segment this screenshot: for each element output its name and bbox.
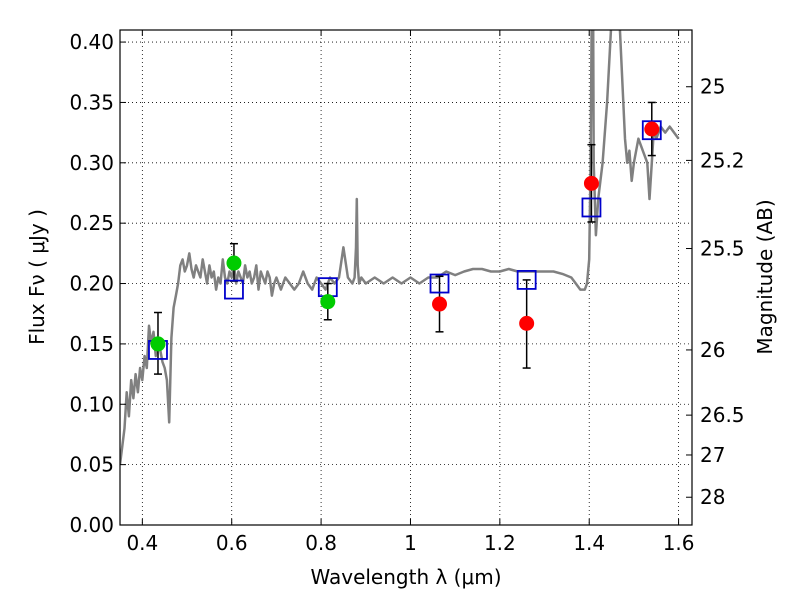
x-tick-label: 1 <box>404 531 417 555</box>
right-tick-label: 26 <box>700 338 725 362</box>
x-tick-label: 0.4 <box>126 531 158 555</box>
observed-red-point <box>583 175 599 191</box>
model-photometry-square <box>429 273 450 294</box>
x-tick-label: 0.8 <box>305 531 337 555</box>
observed-green-point <box>226 255 242 271</box>
model-photometry-square <box>224 279 244 300</box>
x-tick-label: 0.6 <box>216 531 248 555</box>
model-photometry-square <box>516 270 537 290</box>
y-tick-label: 0.10 <box>69 392 114 416</box>
right-tick-label: 25 <box>700 75 725 99</box>
observed-red-point <box>432 296 448 312</box>
y-tick-label: 0.15 <box>69 332 114 356</box>
right-tick-label: 25.5 <box>700 237 745 261</box>
y-tick-label: 0.00 <box>69 513 114 537</box>
x-tick-label: 1.2 <box>484 531 516 555</box>
observed-red-point <box>519 315 535 331</box>
right-tick-label: 25.2 <box>700 148 745 172</box>
plot-frame <box>119 29 693 526</box>
y-tick-label: 0.20 <box>69 272 114 296</box>
observed-green-point <box>320 294 336 310</box>
y-tick-label: 0.35 <box>69 90 114 114</box>
model-photometry-square <box>641 120 662 141</box>
y-tick-label: 0.40 <box>69 30 114 54</box>
plot-area <box>120 30 680 465</box>
y-tick-label: 0.25 <box>69 211 114 235</box>
x-axis-title: Wavelength λ (μm) <box>310 565 501 589</box>
x-tick-label: 1.6 <box>663 531 695 555</box>
right-tick-label: 28 <box>700 485 725 509</box>
y-tick-label: 0.30 <box>69 151 114 175</box>
right-tick-label: 27 <box>700 443 725 467</box>
y-axis-title: Flux Fν ( μJy ) <box>25 209 49 345</box>
model-spectrum-line <box>120 30 680 465</box>
axes: 0.4 0.6 0.8 1 1.2 1.4 1.6 0.00 0.05 0.10 0.15 0.20 0… <box>69 30 745 555</box>
right-tick-label: 26.5 <box>700 403 745 427</box>
model-photometry-square <box>581 197 602 218</box>
observed-red-point <box>644 121 660 137</box>
observed-green-point <box>150 336 166 352</box>
y-tick-label: 0.05 <box>69 453 114 477</box>
x-tick-label: 1.4 <box>573 531 605 555</box>
right-axis-title: Magnitude (AB) <box>753 199 777 354</box>
